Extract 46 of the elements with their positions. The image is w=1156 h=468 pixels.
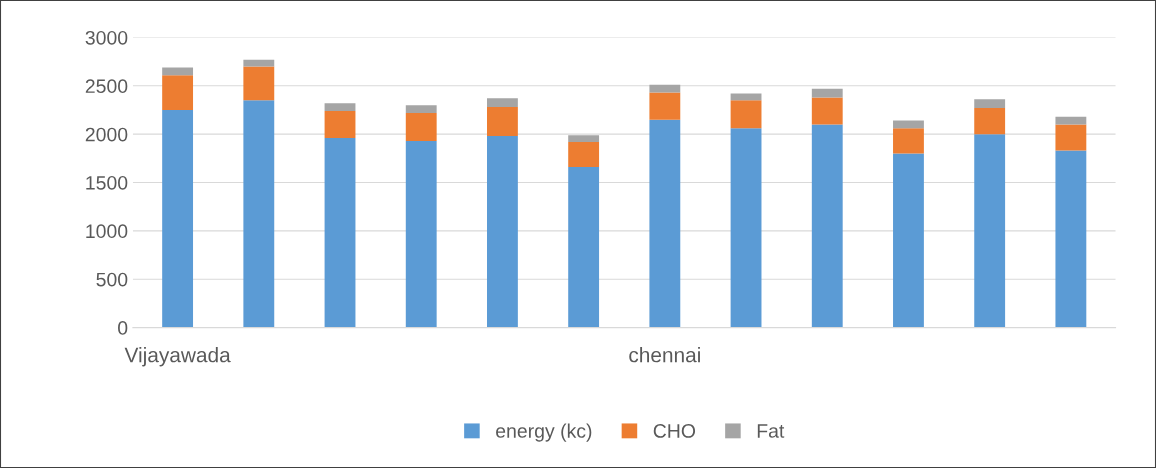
bar <box>243 66 275 101</box>
bar <box>324 138 356 328</box>
bar <box>811 97 843 125</box>
x-tick-label: chennai <box>629 347 700 363</box>
bar <box>487 98 518 108</box>
bar <box>974 108 1006 135</box>
y-tick-label: 2500 <box>85 79 128 94</box>
bar <box>893 153 924 328</box>
y-tick-label: 1500 <box>86 175 128 190</box>
legend-label: CHO <box>653 424 696 438</box>
bar <box>1055 124 1087 151</box>
bar <box>324 110 356 139</box>
bar <box>324 103 356 111</box>
bar <box>162 67 194 76</box>
bar <box>811 124 843 328</box>
legend-label: Fat <box>757 424 785 438</box>
bar <box>649 92 681 120</box>
bar <box>405 140 437 328</box>
legend-label: energy (kc) <box>496 423 592 442</box>
bar <box>162 109 194 328</box>
bar <box>730 128 762 328</box>
bar <box>568 135 600 142</box>
y-tick-label: 500 <box>96 272 128 287</box>
bar <box>974 134 1006 328</box>
bar <box>405 112 437 141</box>
bar <box>162 75 194 110</box>
bar <box>811 88 843 98</box>
bar <box>649 84 681 93</box>
bar <box>568 167 600 328</box>
bar <box>1055 150 1087 328</box>
bar <box>487 107 518 137</box>
bar <box>730 100 762 129</box>
bar <box>893 128 924 154</box>
bar <box>649 119 681 328</box>
y-tick-label: 3000 <box>85 30 128 45</box>
bar <box>487 136 518 328</box>
y-tick-label: 2000 <box>85 127 128 142</box>
bar <box>974 99 1006 109</box>
bar <box>405 105 437 113</box>
bar <box>893 120 924 129</box>
y-tick-label: 1000 <box>86 224 128 239</box>
bar <box>568 141 600 168</box>
bar <box>1055 116 1087 125</box>
y-tick-label: 0 <box>118 321 128 335</box>
bar <box>243 100 275 328</box>
x-tick-label: Vijayawada <box>124 347 231 367</box>
